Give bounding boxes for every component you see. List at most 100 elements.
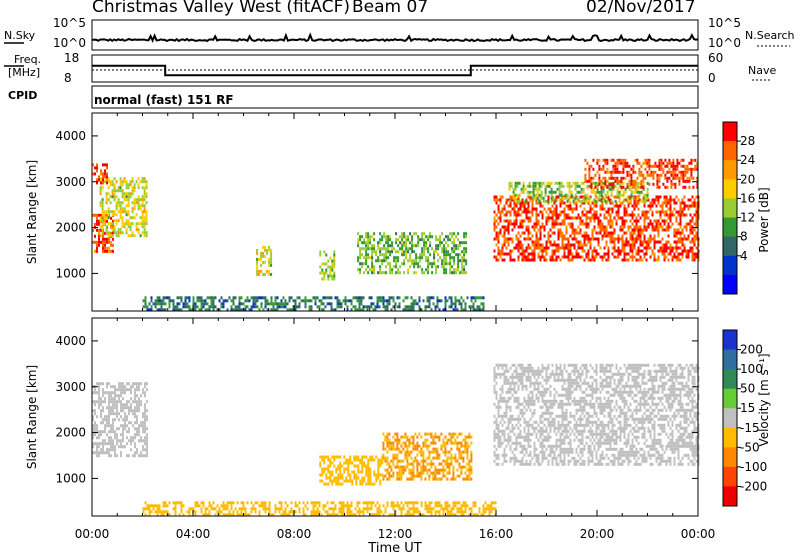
power-cell xyxy=(573,201,576,205)
power-cell xyxy=(234,305,237,309)
power-cell xyxy=(514,193,517,197)
velocity-cell xyxy=(108,424,110,428)
velocity-cell xyxy=(547,363,550,367)
velocity-cell xyxy=(365,482,368,486)
power-cell xyxy=(129,222,132,226)
power-cell xyxy=(395,250,398,254)
power-cell xyxy=(444,296,447,300)
power-cell xyxy=(536,181,539,185)
power-cell xyxy=(493,210,496,214)
power-cell xyxy=(622,176,625,180)
power-cell xyxy=(539,258,542,262)
power-cell xyxy=(392,299,395,303)
power-cell xyxy=(619,228,622,232)
power-cell xyxy=(123,192,126,196)
power-cell xyxy=(693,222,696,226)
velocity-cell xyxy=(450,477,453,481)
velocity-cell xyxy=(132,424,134,428)
power-cell xyxy=(696,161,699,165)
power-cell xyxy=(521,222,524,226)
velocity-cell xyxy=(533,375,536,379)
power-cell xyxy=(591,231,594,235)
power-cell xyxy=(125,192,128,196)
velocity-cell xyxy=(398,477,401,481)
velocity-cell xyxy=(329,479,332,483)
power-cell xyxy=(695,246,698,250)
power-cell xyxy=(256,257,259,261)
power-cell xyxy=(667,216,670,220)
power-cell xyxy=(588,167,591,171)
velocity-cell xyxy=(557,402,560,406)
velocity-cell xyxy=(392,441,395,445)
power-cell xyxy=(559,222,562,226)
velocity-cell xyxy=(503,396,506,400)
power-cell xyxy=(557,237,560,241)
velocity-cell xyxy=(505,426,508,430)
velocity-cell xyxy=(539,405,542,409)
power-cell xyxy=(669,225,672,229)
velocity-cell xyxy=(529,438,532,442)
power-cell xyxy=(664,176,667,180)
power-cell xyxy=(670,164,673,168)
power-cell xyxy=(695,222,698,226)
power-cell xyxy=(629,237,632,241)
velocity-cell xyxy=(541,411,544,415)
power-cell xyxy=(497,198,500,202)
power-cell xyxy=(630,182,633,186)
freq-tick-high: 18 xyxy=(64,51,79,65)
velocity-cell xyxy=(450,462,453,466)
power-cell xyxy=(615,195,618,199)
power-cell xyxy=(238,305,241,309)
velocity-cell xyxy=(547,435,550,439)
velocity-cell xyxy=(521,450,524,454)
velocity-cell xyxy=(136,421,138,425)
power-cell xyxy=(123,222,126,226)
velocity-cell xyxy=(144,454,146,458)
power-cell xyxy=(663,258,666,262)
velocity-cell xyxy=(565,387,568,391)
power-cell xyxy=(447,244,450,248)
power-marks xyxy=(92,158,700,312)
power-cell xyxy=(656,185,659,189)
power-cell xyxy=(599,222,602,226)
velocity-cell xyxy=(513,441,516,445)
power-cell xyxy=(604,176,607,180)
power-cell xyxy=(607,255,610,259)
power-cell xyxy=(417,262,420,266)
power-cell xyxy=(563,243,566,247)
velocity-cell xyxy=(394,447,397,451)
velocity-cell xyxy=(511,429,514,433)
power-cell xyxy=(637,237,640,241)
power-cell xyxy=(441,265,444,269)
velocity-cell xyxy=(365,473,368,477)
velocity-cell xyxy=(367,464,370,468)
power-cell xyxy=(514,184,517,188)
velocity-cell xyxy=(414,444,417,448)
power-cell xyxy=(419,259,422,263)
power-cell xyxy=(137,201,140,205)
power-cell xyxy=(623,249,626,253)
power-cell xyxy=(146,308,149,312)
power-cell xyxy=(595,249,598,253)
power-cell xyxy=(575,249,578,253)
velocity-cell xyxy=(531,432,534,436)
power-cell xyxy=(125,195,128,199)
power-cell xyxy=(135,201,138,205)
power-cell xyxy=(523,231,526,235)
power-cell xyxy=(381,247,384,251)
velocity-cell xyxy=(416,465,419,469)
power-cell xyxy=(511,249,514,253)
power-cell xyxy=(612,170,615,174)
power-cell xyxy=(505,225,508,229)
power-cell xyxy=(438,299,441,303)
power-cell xyxy=(544,199,547,203)
velocity-cell xyxy=(146,442,148,446)
velocity-cell xyxy=(527,393,530,397)
velocity-cell xyxy=(428,477,431,481)
velocity-cell xyxy=(569,381,572,385)
velocity-cell xyxy=(513,426,516,430)
velocity-cell xyxy=(531,369,534,373)
power-cell xyxy=(684,173,687,177)
power-cell xyxy=(661,210,664,214)
